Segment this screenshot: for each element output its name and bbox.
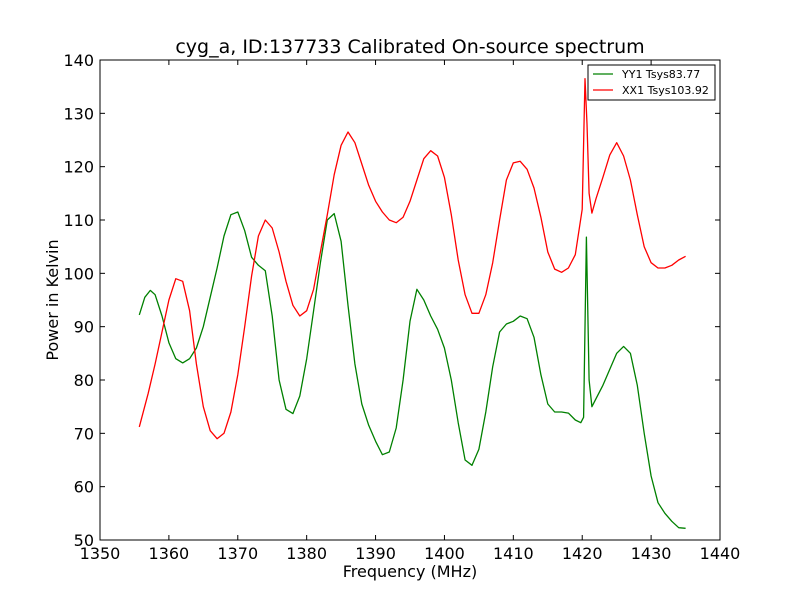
x-tick-label: 1360 — [149, 544, 190, 563]
axes-frame — [99, 59, 721, 541]
y-tick-label: 60 — [74, 478, 94, 497]
x-tick-label: 1390 — [355, 544, 396, 563]
x-tick-label: 1370 — [217, 544, 258, 563]
x-tick-label: 1420 — [562, 544, 603, 563]
y-tick-label: 110 — [63, 211, 94, 230]
y-axis-label: Power in Kelvin — [43, 239, 62, 360]
legend-entry-yy1: YY1 Tsys83.77 — [621, 68, 700, 81]
series-layer — [138, 78, 686, 529]
x-tick-label: 1350 — [80, 544, 121, 563]
y-tick-label: 70 — [74, 424, 94, 443]
legend-entry-xx1: XX1 Tsys103.92 — [622, 84, 709, 97]
y-tick-label: 120 — [63, 158, 94, 177]
x-axis-label: Frequency (MHz) — [343, 562, 477, 581]
plot-area: 1350 1360 1370 1380 1390 1400 1410 1420 1430 1440… — [63, 51, 740, 563]
series-line-xx1 — [138, 78, 686, 440]
y-tick-label: 50 — [74, 531, 94, 550]
x-tick-label: 1380 — [286, 544, 327, 563]
x-tick-label: 1440 — [700, 544, 741, 563]
x-axis-ticks: 1350 1360 1370 1380 1390 1400 1410 1420 1430 1440 — [80, 60, 741, 563]
legend: YY1 Tsys83.77 XX1 Tsys103.92 — [587, 64, 716, 101]
y-tick-label: 100 — [63, 264, 94, 283]
y-tick-label: 130 — [63, 104, 94, 123]
y-tick-label: 140 — [63, 51, 94, 70]
x-tick-label: 1430 — [631, 544, 672, 563]
x-tick-label: 1410 — [493, 544, 534, 563]
y-tick-label: 90 — [74, 318, 94, 337]
x-tick-label: 1400 — [424, 544, 465, 563]
y-axis-ticks: 50 60 70 80 90 100 110 120 130 140 — [63, 51, 720, 550]
chart-title: cyg_a, ID:137733 Calibrated On-source sp… — [175, 36, 644, 58]
series-line-yy1 — [138, 211, 686, 529]
y-tick-label: 80 — [74, 371, 94, 390]
legend-box — [587, 64, 716, 101]
